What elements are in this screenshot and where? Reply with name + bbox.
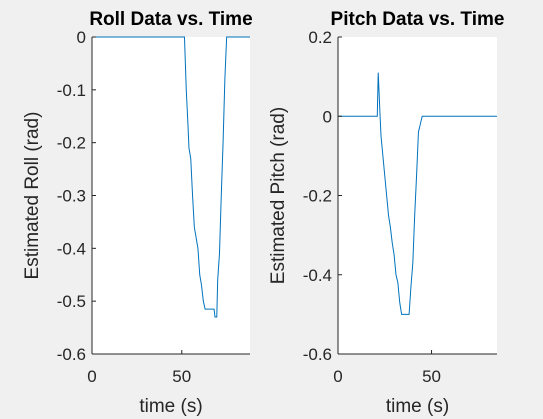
y-tick-label: 0.2 (308, 28, 332, 47)
x-axis-label: time (s) (386, 396, 449, 417)
y-tick-label: -0.2 (303, 187, 332, 206)
plot-area (338, 37, 497, 354)
x-axis-label: time (s) (139, 396, 202, 417)
y-tick-label: -0.4 (57, 239, 86, 258)
y-tick-label: -0.6 (303, 345, 332, 364)
y-tick-label: -0.3 (57, 187, 86, 206)
chart-title: Pitch Data vs. Time (331, 9, 505, 30)
chart-title: Roll Data vs. Time (89, 9, 252, 30)
plot-area (92, 37, 250, 354)
y-tick-label: -0.4 (303, 266, 332, 285)
y-tick-label: -0.1 (57, 81, 86, 100)
x-tick-label: 50 (172, 367, 191, 386)
x-tick-label: 0 (333, 367, 342, 386)
y-axis-label: Estimated Roll (rad) (22, 112, 43, 280)
y-tick-label: -0.6 (57, 345, 86, 364)
data-line (338, 72, 497, 315)
y-tick-label: 0 (323, 107, 332, 126)
y-tick-label: -0.2 (57, 134, 86, 153)
y-axis-label: Estimated Pitch (rad) (268, 107, 289, 284)
y-tick-label: 0 (77, 28, 86, 47)
y-tick-label: -0.5 (57, 292, 86, 311)
x-tick-label: 0 (87, 367, 96, 386)
x-tick-label: 50 (422, 367, 441, 386)
data-line (92, 36, 250, 318)
